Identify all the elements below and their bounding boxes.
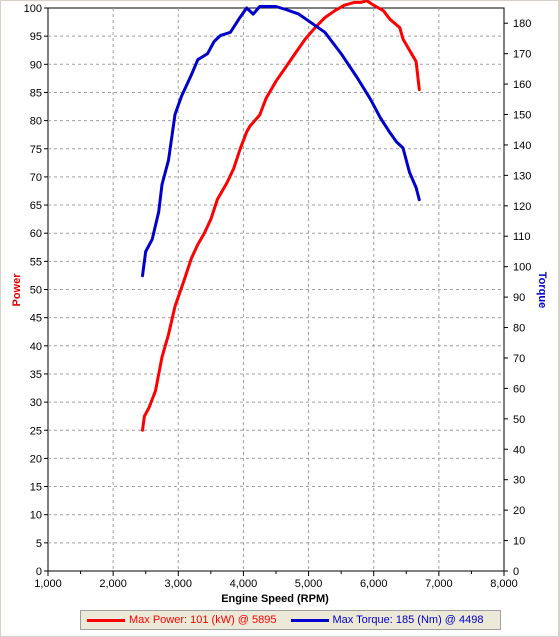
- x-tick-label: 5,000: [295, 578, 323, 590]
- right-tick-label: 70: [513, 353, 525, 365]
- legend-label-torque: Max Torque: 185 (Nm) @ 4498: [332, 614, 484, 626]
- x-tick-label: 2,000: [99, 578, 127, 590]
- left-tick-label: 45: [30, 313, 42, 325]
- torque-line: [141, 5, 421, 278]
- left-tick-label: 30: [30, 397, 42, 409]
- left-tick-label: 85: [30, 87, 42, 99]
- x-axis-title: Engine Speed (RPM): [221, 593, 329, 605]
- right-tick-label: 120: [513, 201, 531, 213]
- legend-label-power: Max Power: 101 (kW) @ 5895: [129, 614, 277, 626]
- left-tick-label: 55: [30, 256, 42, 268]
- right-tick-label: 110: [513, 231, 531, 243]
- left-tick-label: 75: [30, 144, 42, 156]
- right-tick-label: 90: [513, 292, 525, 304]
- right-tick-label: 170: [513, 49, 531, 61]
- right-tick-label: 60: [513, 383, 525, 395]
- left-tick-label: 70: [30, 172, 42, 184]
- left-tick-label: 35: [30, 369, 42, 381]
- left-tick-label: 15: [30, 482, 42, 494]
- grid: [48, 8, 504, 571]
- power-line: [141, 0, 421, 432]
- right-tick-label: 80: [513, 323, 525, 335]
- left-tick-label: 40: [30, 341, 42, 353]
- legend-swatch-power: [87, 618, 125, 622]
- x-tick-label: 6,000: [360, 578, 388, 590]
- right-tick-label: 100: [513, 262, 531, 274]
- right-tick-label: 160: [513, 79, 531, 91]
- left-tick-label: 50: [30, 285, 42, 297]
- left-tick-label: 80: [30, 116, 42, 128]
- right-tick-label: 30: [513, 475, 525, 487]
- left-tick-label: 100: [24, 3, 42, 15]
- left-tick-label: 95: [30, 31, 42, 43]
- left-tick-label: 25: [30, 425, 42, 437]
- left-axis-title: Power: [11, 273, 23, 307]
- left-tick-label: 10: [30, 510, 42, 522]
- right-axis-title: Torque: [536, 272, 548, 308]
- x-tick-label: 1,000: [34, 578, 62, 590]
- series: [141, 0, 421, 432]
- right-tick-label: 0: [513, 566, 519, 578]
- axes: 1,000 2,000 3,000 4,000 5,000 6,000 7,000 8,000…: [24, 3, 532, 590]
- x-tick-label: 3,000: [165, 578, 193, 590]
- right-tick-label: 130: [513, 170, 531, 182]
- right-tick-label: 40: [513, 444, 525, 456]
- left-tick-label: 0: [36, 566, 42, 578]
- x-tick-label: 7,000: [425, 578, 453, 590]
- legend-entry-torque: Max Torque: 185 (Nm) @ 4498: [290, 614, 484, 626]
- left-tick-label: 90: [30, 59, 42, 71]
- x-tick-label: 8,000: [490, 578, 518, 590]
- left-tick-label: 65: [30, 200, 42, 212]
- left-tick-label: 60: [30, 228, 42, 240]
- right-tick-label: 150: [513, 110, 531, 122]
- x-tick-label: 4,000: [230, 578, 258, 590]
- left-tick-label: 5: [36, 538, 42, 550]
- legend-entry-power: Max Power: 101 (kW) @ 5895: [87, 614, 277, 626]
- left-tick-label: 20: [30, 453, 42, 465]
- legend: Max Power: 101 (kW) @ 5895 Max Torque: 1…: [80, 610, 501, 630]
- right-tick-label: 140: [513, 140, 531, 152]
- right-tick-label: 20: [513, 505, 525, 517]
- right-tick-label: 180: [513, 18, 531, 30]
- right-tick-label: 10: [513, 536, 525, 548]
- right-tick-label: 50: [513, 414, 525, 426]
- legend-swatch-torque: [290, 618, 329, 622]
